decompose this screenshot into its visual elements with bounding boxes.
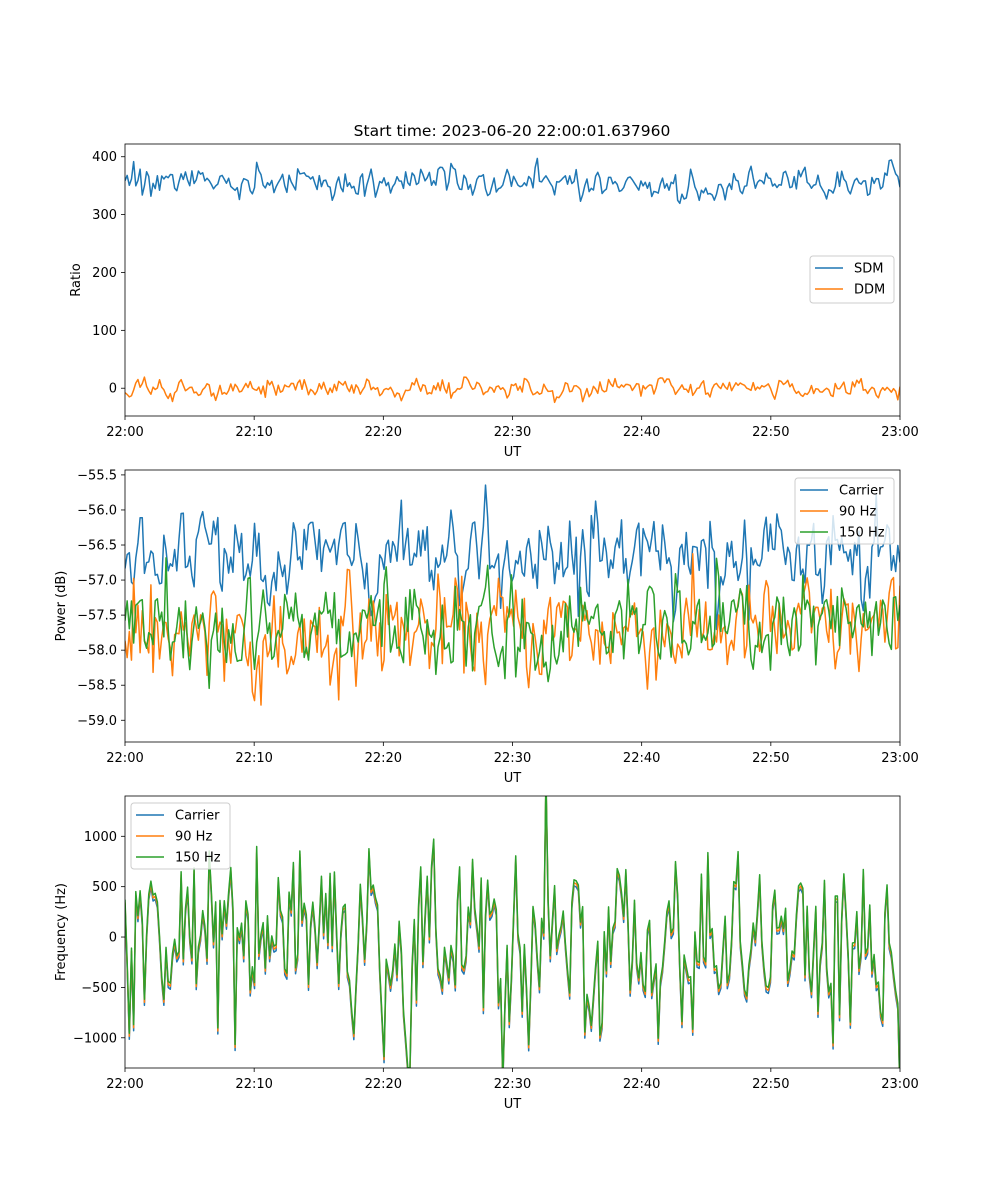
y-tick-label: −56.5 — [77, 539, 117, 554]
x-tick-label: 22:10 — [235, 1077, 272, 1092]
legend: SDM DDM — [809, 255, 895, 304]
x-tick-label: 22:50 — [752, 425, 789, 440]
y-tick-label: 0 — [109, 382, 117, 397]
series-line-150-hz — [125, 796, 900, 1068]
y-axis-label: Frequency (Hz) — [54, 883, 69, 981]
y-tick-label: −59.0 — [77, 714, 117, 729]
chart-panel-3: 22:00 22:10 22:20 22:30 22:40 22:50 23:00 −1000… — [54, 795, 919, 1112]
legend-entry: DDM — [854, 283, 885, 298]
series-line-90-hz — [125, 552, 900, 706]
y-tick-label: 400 — [92, 150, 117, 165]
x-axis-label: UT — [504, 445, 522, 460]
series-line-sdm — [125, 157, 900, 205]
legend-frame — [130, 802, 231, 870]
chart-panel-2: 22:00 22:10 22:20 22:30 22:40 22:50 23:00 −59.0… — [54, 468, 919, 786]
y-axis-label: Power (dB) — [54, 571, 69, 642]
legend-entry: 150 Hz — [175, 851, 221, 866]
series-line-carrier — [125, 484, 900, 631]
x-axis-label: UT — [504, 1097, 522, 1112]
x-tick-label: 23:00 — [881, 425, 918, 440]
x-tick-label: 22:00 — [106, 1077, 143, 1092]
x-tick-label: 22:10 — [235, 751, 272, 766]
y-tick-label: −56.0 — [77, 503, 117, 518]
legend-frame — [794, 477, 895, 545]
x-axis-label: UT — [504, 771, 522, 786]
legend-entry: 150 Hz — [839, 526, 885, 541]
series-line-ddm — [125, 376, 900, 404]
y-tick-label: 1000 — [84, 830, 117, 845]
y-tick-label: 500 — [92, 880, 117, 895]
series-group — [125, 157, 900, 404]
x-tick-label: 22:40 — [623, 1077, 660, 1092]
series-group — [125, 484, 900, 706]
y-axis-label: Ratio — [69, 263, 84, 296]
x-tick-label: 22:50 — [752, 1077, 789, 1092]
x-tick-label: 22:30 — [494, 751, 531, 766]
y-tick-label: 200 — [92, 266, 117, 281]
legend-entry: Carrier — [175, 809, 220, 824]
chart-panel-1: 22:00 22:10 22:20 22:30 22:40 22:50 23:00 0 100 2… — [69, 143, 919, 460]
y-tick-label: −58.5 — [77, 679, 117, 694]
x-tick-label: 22:20 — [365, 751, 402, 766]
x-tick-label: 22:30 — [494, 1077, 531, 1092]
chart-panels: 22:00 22:10 22:20 22:30 22:40 22:50 23:00 0 100 2… — [54, 143, 919, 1112]
x-tick-label: 22:00 — [106, 425, 143, 440]
x-tick-label: 22:20 — [365, 425, 402, 440]
y-tick-label: 300 — [92, 208, 117, 223]
y-tick-label: −57.0 — [77, 574, 117, 589]
series-group — [125, 796, 900, 1068]
x-tick-label: 22:40 — [623, 425, 660, 440]
legend-entry: SDM — [854, 262, 883, 277]
y-tick-label: −57.5 — [77, 609, 117, 624]
x-tick-label: 22:50 — [752, 751, 789, 766]
x-tick-label: 22:20 — [365, 1077, 402, 1092]
series-line-150-hz — [125, 557, 900, 690]
x-tick-label: 23:00 — [881, 751, 918, 766]
x-tick-label: 22:10 — [235, 425, 272, 440]
y-tick-label: −58.0 — [77, 644, 117, 659]
legend-entry: Carrier — [839, 484, 884, 499]
y-tick-label: −1000 — [73, 1031, 117, 1046]
y-tick-label: 100 — [92, 324, 117, 339]
x-tick-label: 22:30 — [494, 425, 531, 440]
legend-entry: 90 Hz — [175, 830, 212, 845]
legend-entry: 90 Hz — [839, 505, 876, 520]
y-tick-label: 0 — [109, 931, 117, 946]
x-tick-label: 22:00 — [106, 751, 143, 766]
legend: Carrier 90 Hz 150 Hz — [794, 477, 895, 545]
x-tick-label: 23:00 — [881, 1077, 918, 1092]
y-tick-label: −55.5 — [77, 468, 117, 483]
legend: Carrier 90 Hz 150 Hz — [130, 802, 231, 870]
x-tick-label: 22:40 — [623, 751, 660, 766]
y-tick-label: −500 — [81, 981, 117, 996]
figure-title: Start time: 2023-06-20 22:00:01.637960 — [354, 122, 671, 140]
